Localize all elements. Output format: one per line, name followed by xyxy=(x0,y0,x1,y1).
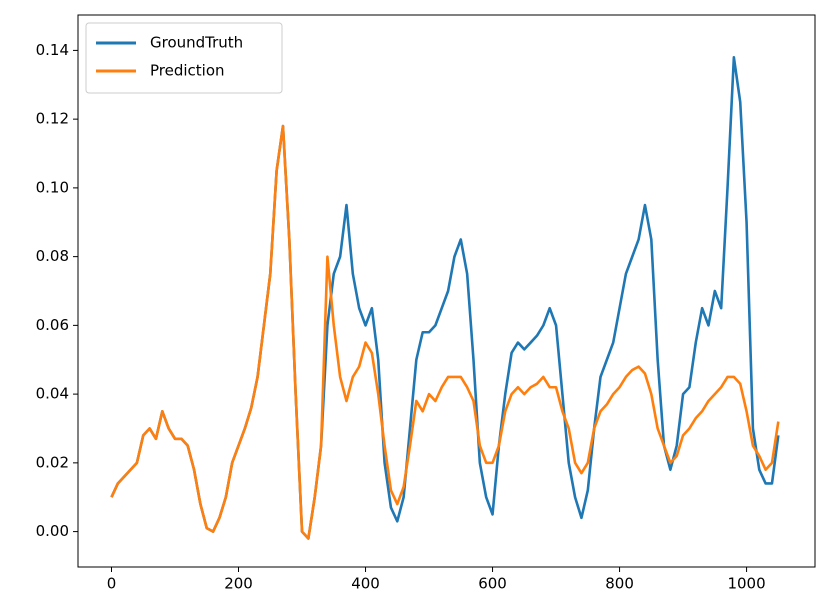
x-tick-label: 400 xyxy=(351,575,380,593)
y-tick-label: 0.00 xyxy=(36,522,69,540)
series-line xyxy=(110,124,780,540)
y-tick-label: 0.06 xyxy=(36,316,69,334)
y-tick-label: 0.04 xyxy=(36,385,69,403)
y-tick-label: 0.12 xyxy=(36,110,69,128)
y-tick-label: 0.10 xyxy=(36,178,69,196)
x-tick-label: 800 xyxy=(605,575,634,593)
x-tick-label: 200 xyxy=(224,575,253,593)
x-tick-label: 600 xyxy=(478,575,507,593)
y-tick-label: 0.08 xyxy=(36,247,69,265)
y-tick-label: 0.14 xyxy=(36,41,69,59)
legend-label: GroundTruth xyxy=(150,34,243,52)
y-tick-label: 0.02 xyxy=(36,453,69,471)
x-tick-label: 1000 xyxy=(727,575,765,593)
legend-label: Prediction xyxy=(150,62,225,80)
plot-frame xyxy=(77,14,816,568)
x-tick-label: 0 xyxy=(107,575,117,593)
legend-box xyxy=(85,22,283,94)
